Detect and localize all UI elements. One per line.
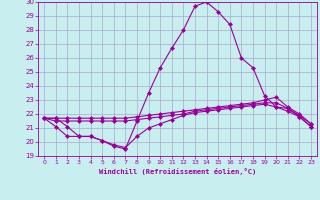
X-axis label: Windchill (Refroidissement éolien,°C): Windchill (Refroidissement éolien,°C) xyxy=(99,168,256,175)
